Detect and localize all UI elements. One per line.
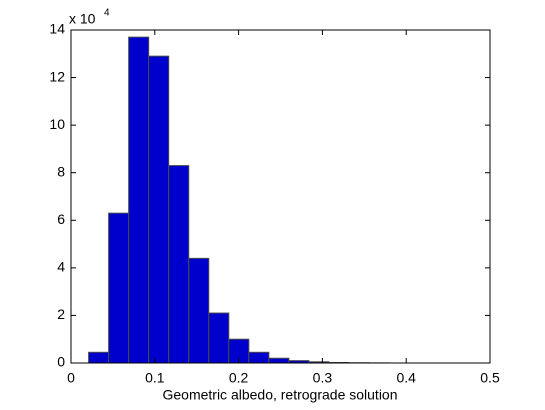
y-tick-label: 2 <box>57 306 65 322</box>
bar <box>248 351 270 364</box>
y-tick-label: 0 <box>57 354 65 370</box>
y-tick-label: 14 <box>49 21 65 37</box>
x-tick-label: 0 <box>67 370 75 386</box>
x-tick-label: 0.3 <box>313 370 333 386</box>
x-tick-label: 0.5 <box>480 370 500 386</box>
bar <box>108 212 130 364</box>
y-tick-label: 6 <box>57 211 65 227</box>
x-tick-label: 0.4 <box>396 370 416 386</box>
bar <box>208 312 230 364</box>
bar <box>188 257 210 364</box>
y-tick-label: 10 <box>49 116 65 132</box>
bar <box>88 351 110 364</box>
y-tick-label: 4 <box>57 259 65 275</box>
y-exponent: 4 <box>104 8 110 19</box>
y-exponent-base: x 10 <box>69 11 96 27</box>
y-tick-label: 12 <box>49 68 65 84</box>
bar <box>268 357 290 364</box>
plot-frame <box>70 29 491 364</box>
x-tick-label: 0.2 <box>229 370 249 386</box>
bar <box>128 36 150 364</box>
y-tick-label: 8 <box>57 163 65 179</box>
x-axis-label: Geometric albedo, retrograde solution <box>162 387 397 403</box>
x-tick-label: 0.1 <box>145 370 165 386</box>
bar <box>148 55 170 364</box>
bar <box>168 165 190 364</box>
